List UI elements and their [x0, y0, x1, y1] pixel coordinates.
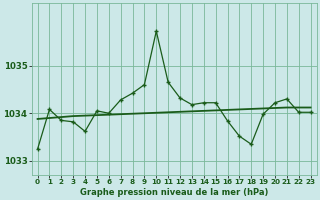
X-axis label: Graphe pression niveau de la mer (hPa): Graphe pression niveau de la mer (hPa) [80, 188, 268, 197]
